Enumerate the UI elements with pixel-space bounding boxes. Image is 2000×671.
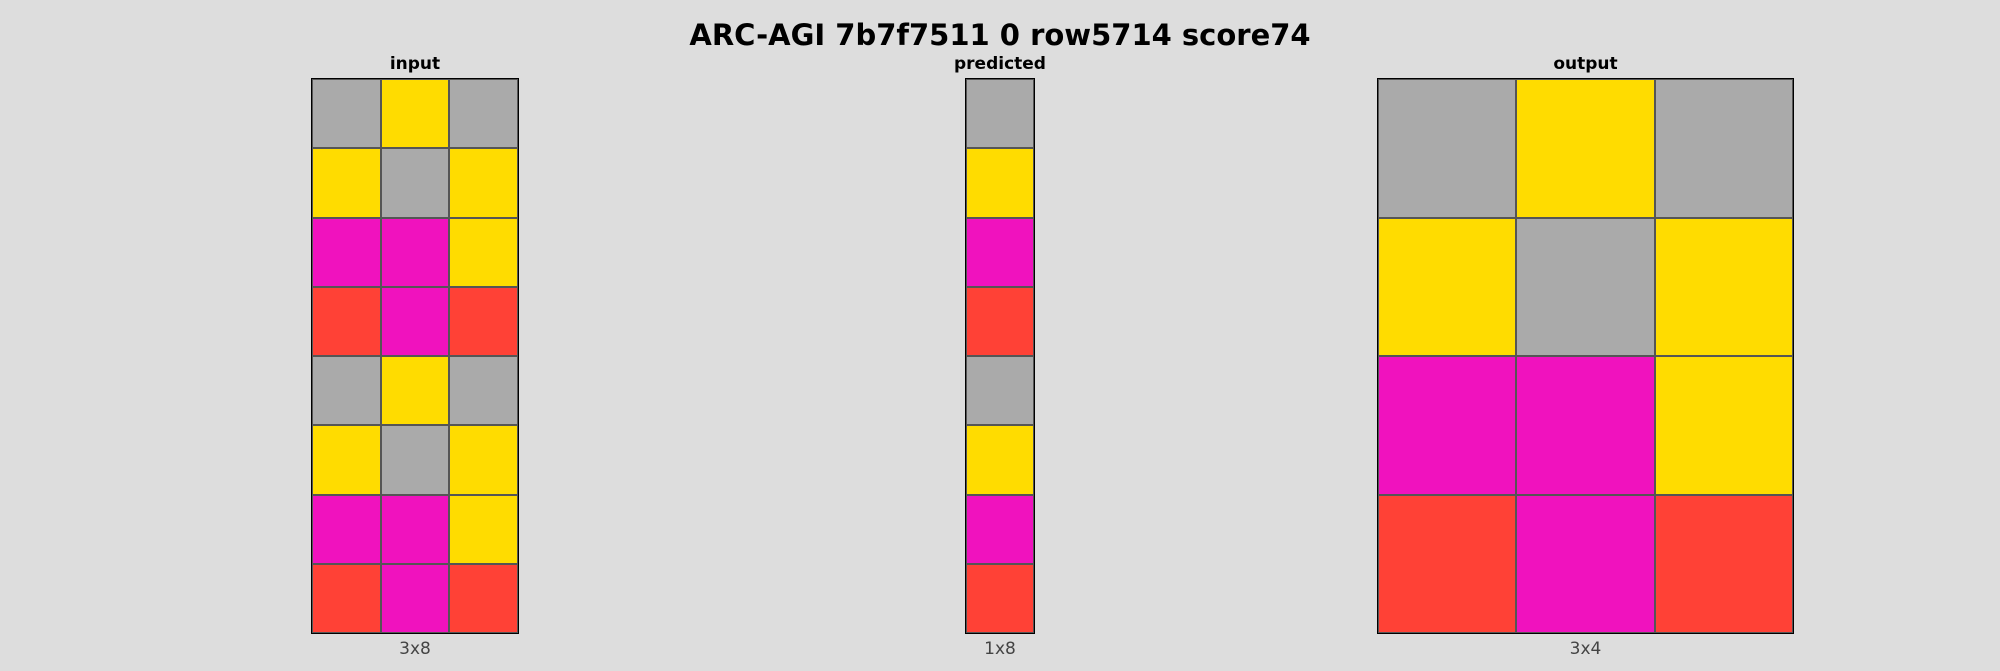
output-grid-cell [1378,79,1517,218]
input-grid-cell [449,148,518,218]
predicted-grid-cell [966,286,1034,356]
input-grid-cell [312,563,381,633]
output-grid-cell [1378,494,1517,633]
input-grid-cell [312,494,381,564]
output-grid-cell [1654,79,1793,218]
predicted-grid-cell [966,563,1034,633]
input-grid-cell [380,148,450,218]
output-grid-cell [1516,79,1655,218]
input-grid-cell [312,79,381,149]
output-grid-cell [1516,356,1655,495]
predicted-grid-cell [966,356,1034,426]
input-grid-cell [312,286,381,356]
input-grid-cell [380,217,450,287]
output-grid-cell [1654,356,1793,495]
output-grid-cell [1654,494,1793,633]
input-grid-cell [449,563,518,633]
input-grid-cell [449,494,518,564]
output-dimensions-label: 3x4 [1569,639,1602,659]
input-dimensions-label: 3x8 [399,639,431,659]
page-title: ARC-AGI 7b7f7511 0 row5714 score74 [689,18,1311,52]
input-grid-cell [312,217,381,287]
predicted-dimensions-label: 1x8 [984,639,1016,659]
predicted-grid-cell [966,425,1034,495]
predicted-grid-cell [966,79,1034,149]
input-grid-cell [449,356,518,426]
output-grid-cell [1516,494,1655,633]
output-panel-label: output [1553,54,1618,74]
input-grid-cell [449,286,518,356]
input-grid-cell [380,425,450,495]
input-grid-cell [380,286,450,356]
input-grid-cell [312,356,381,426]
input-grid [311,78,519,634]
predicted-grid-cell [966,148,1034,218]
predicted-grid-cell [966,494,1034,564]
input-grid-cell [380,494,450,564]
output-grid-cell [1378,217,1517,356]
input-grid-cell [449,425,518,495]
input-grid-cell [380,79,450,149]
input-grid-cell [312,148,381,218]
input-grid-cell [449,79,518,149]
input-grid-cell [312,425,381,495]
predicted-panel-label: predicted [954,54,1046,74]
output-grid-cell [1378,356,1517,495]
input-grid-cell [380,356,450,426]
output-grid [1377,78,1794,634]
output-grid-cell [1654,217,1793,356]
input-grid-cell [380,563,450,633]
output-grid-cell [1516,217,1655,356]
input-panel-label: input [389,54,441,74]
predicted-grid [965,78,1035,634]
predicted-grid-cell [966,217,1034,287]
input-grid-cell [449,217,518,287]
